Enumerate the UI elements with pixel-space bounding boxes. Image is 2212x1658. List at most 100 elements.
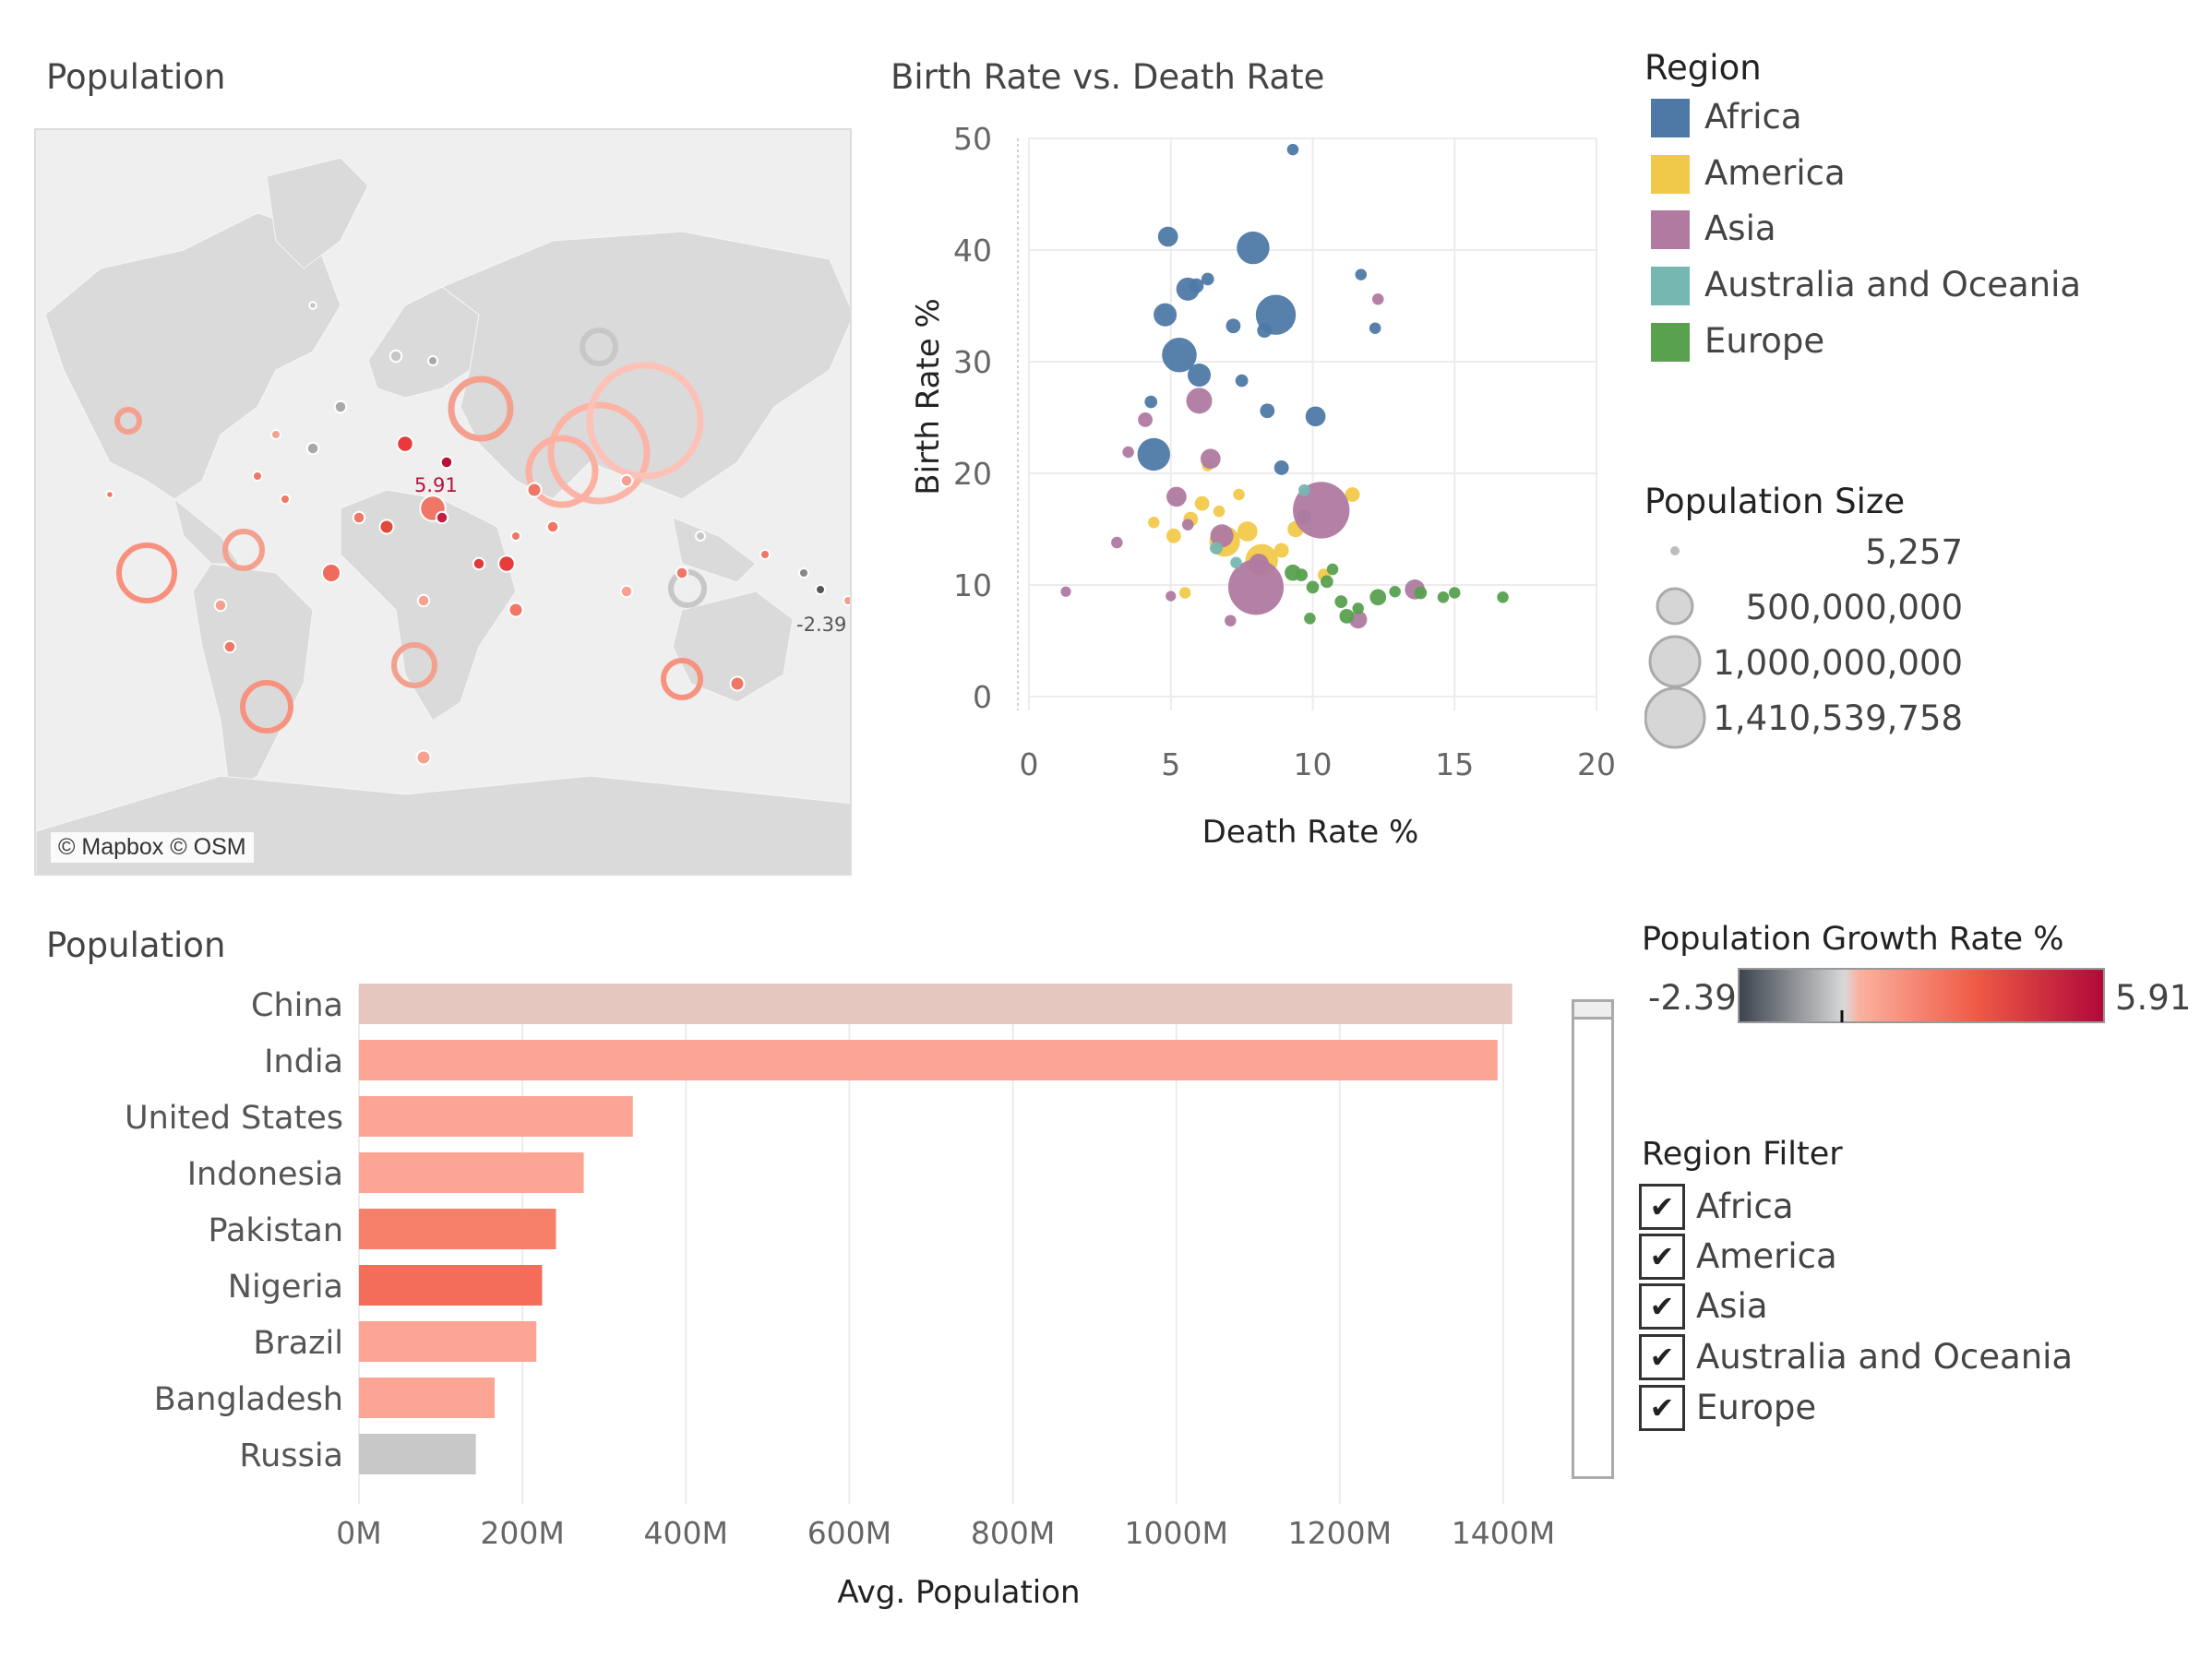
legend-label-asia: Asia [1704,209,1776,248]
filter-checkbox-europe[interactable]: ✔ [1639,1385,1685,1431]
scatter-y-tick: 10 [953,567,992,603]
map-label-min-bg [793,608,846,638]
filter-option-america[interactable]: ✔ America [1639,1234,2156,1283]
filter-option-oceania[interactable]: ✔ Australia and Oceania [1639,1334,2156,1384]
scatter-y-tick: 20 [953,456,992,492]
central-america-shape [173,497,240,565]
population-map[interactable]: 5.91 -2.39 © Mapbox © OSM [34,128,852,876]
scatter-point-america [1233,488,1245,501]
scatter-chart[interactable]: 0 10 20 30 40 50 0 5 10 15 20 Death Rate % Birth R… [895,120,1633,877]
scatter-point-america [1345,487,1360,502]
region-legend-item[interactable]: America [1644,153,2161,199]
europe-shape [367,286,480,399]
bar-x-tick: 800M [971,1515,1055,1551]
scatter-point-asia [1111,536,1123,549]
map-marker-ring [668,569,707,608]
legend-label-america: America [1704,153,1846,193]
scatter-point-asia [1200,448,1221,470]
scatter-point-asia [1225,614,1237,626]
map-credit[interactable]: © Mapbox © OSM [51,832,254,863]
filter-option-asia[interactable]: ✔ Asia [1639,1283,2156,1333]
scatter-point-asia [1210,524,1234,548]
scatter-point-europe [1339,608,1355,624]
scatter-point-europe [1389,585,1401,598]
map-marker-dot [675,566,689,580]
filter-checkbox-africa[interactable]: ✔ [1639,1184,1685,1230]
map-marker-dot [416,593,431,608]
scatter-point-america [1273,543,1289,558]
scatter-point-europe [1295,568,1309,581]
legend-swatch-america [1651,155,1690,194]
scatter-point-africa [1305,406,1326,427]
region-legend-item[interactable]: Asia [1644,209,2161,255]
scatter-point-africa [1154,303,1178,327]
size-legend-label: 1,410,539,758 [1713,698,1963,738]
scatter-ylabel: Birth Rate % [910,298,947,495]
south-america-shape [192,563,314,795]
growth-legend-max: 5.91 [2115,978,2192,1018]
map-marker-ring [391,642,437,688]
region-legend-item[interactable]: Africa [1644,97,2161,143]
scatter-point-asia [1186,388,1213,414]
map-marker-ring [116,543,177,603]
legend-label-europe: Europe [1704,321,1825,361]
scatter-point-europe [1414,586,1428,600]
scatter-point-europe [1369,589,1387,606]
bar-scrollbar-thumb[interactable] [1572,999,1614,1020]
scatter-point-europe [1437,591,1450,603]
filter-option-europe[interactable]: ✔ Europe [1639,1385,2156,1435]
map-marker-dot [435,510,449,525]
map-marker-dot [815,584,826,595]
map-label-min: -2.39 [796,614,846,636]
region-legend-item[interactable]: Europe [1644,321,2161,367]
scatter-point-africa [1187,363,1212,388]
bar-label-pakistan: Pakistan [208,1212,343,1249]
scatter-point-africa [1162,337,1197,373]
region-legend: Africa America Asia Australia and Oceani… [1644,97,2161,374]
bar-chart[interactable]: China India United States Indonesia Pakistan… [37,978,1569,1624]
map-marker-dot [508,602,524,618]
scatter-point-africa [1355,268,1368,280]
scatter-point-africa [1237,231,1270,265]
scatter-point-africa [1201,272,1214,286]
scatter-x-tick: 15 [1435,746,1474,782]
map-marker-dot [213,598,228,613]
filter-label-oceania: Australia and Oceania [1696,1337,2074,1377]
bar-united-states [359,1096,633,1137]
map-marker-dot [222,639,237,654]
map-marker-ring [114,407,142,435]
bar-label-indonesia: Indonesia [187,1156,343,1193]
scatter-point-europe [1448,587,1461,599]
scatter-title: Birth Rate vs. Death Rate [891,57,1325,97]
filter-label-africa: Africa [1696,1187,1794,1226]
bar-scrollbar-track[interactable] [1572,999,1614,1479]
map-marker-ring [240,680,293,734]
filter-checkbox-oceania[interactable]: ✔ [1639,1334,1685,1380]
size-legend-circles [1644,546,1706,749]
filter-checkbox-asia[interactable]: ✔ [1639,1283,1685,1330]
map-marker-ring [222,529,265,571]
scatter-point-america [1194,495,1210,511]
region-legend-item[interactable]: Australia and Oceania [1644,265,2161,311]
map-marker-dot [378,519,395,535]
scatter-point-asia [1227,559,1285,615]
map-marker-dot [695,531,706,542]
map-marker-ring [586,362,704,480]
map-marker-dot [321,563,341,583]
filter-option-africa[interactable]: ✔ Africa [1639,1184,2156,1234]
filter-checkbox-america[interactable]: ✔ [1639,1234,1685,1280]
size-legend-label: 5,257 [1865,532,1963,572]
map-label-max: 5.91 [414,474,458,496]
scatter-point-africa [1235,374,1249,388]
legend-swatch-asia [1651,210,1690,249]
bar-x-tick: 400M [644,1515,728,1551]
map-marker-ring [661,658,703,700]
scatter-point-europe [1321,575,1333,589]
southeast-asia-shape [672,517,757,583]
map-marker-dot [389,349,403,364]
scatter-point-asia [1138,412,1153,427]
bar-x-tick: 1400M [1452,1515,1555,1551]
map-marker-dot [843,595,850,606]
legend-swatch-oceania [1651,267,1690,305]
scatter-point-europe [1326,563,1339,576]
